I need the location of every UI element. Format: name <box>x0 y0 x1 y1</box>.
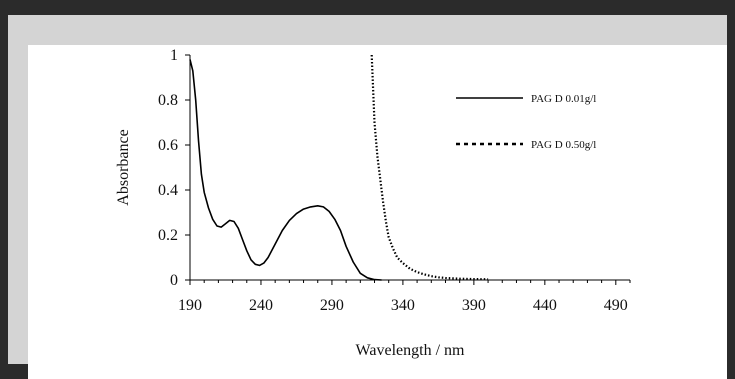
legend-label-1: PAG D 0.01g/l <box>531 93 596 105</box>
plot-panel: 190 240 290 340 390 440 490 0 0.2 0.4 0.6 0.8 1 PAG… <box>28 45 727 379</box>
y-tick-label: 1 <box>170 47 178 64</box>
y-tick-label: 0 <box>170 272 178 289</box>
x-axis-ticks: 190 240 290 340 390 440 490 <box>178 280 631 314</box>
y-tick-label: 0.2 <box>158 227 178 244</box>
y-tick-label: 0.8 <box>158 92 178 109</box>
figure-frame: 190 240 290 340 390 440 490 0 0.2 0.4 0.6 0.8 1 PAG… <box>8 15 727 379</box>
legend: PAG D 0.01g/l PAG D 0.50g/l <box>456 93 596 151</box>
absorbance-chart: 190 240 290 340 390 440 490 0 0.2 0.4 0.6 0.8 1 PAG… <box>115 47 631 359</box>
x-tick-label: 490 <box>604 297 628 314</box>
y-tick-label: 0.6 <box>158 137 178 154</box>
x-axis-title: Wavelength / nm <box>356 342 465 359</box>
axes <box>189 55 630 281</box>
legend-label-2: PAG D 0.50g/l <box>531 139 596 151</box>
x-tick-label: 190 <box>178 297 202 314</box>
x-tick-label: 390 <box>462 297 486 314</box>
series-line-2 <box>370 54 489 281</box>
y-axis-ticks: 0 0.2 0.4 0.6 0.8 1 <box>158 47 190 289</box>
y-tick-label: 0.4 <box>158 182 178 199</box>
y-axis-title: Absorbance <box>115 129 132 205</box>
x-tick-label: 440 <box>533 297 557 314</box>
series-layer <box>189 54 489 281</box>
x-tick-label: 240 <box>249 297 273 314</box>
x-tick-label: 290 <box>320 297 344 314</box>
series-line-1 <box>189 59 382 281</box>
x-tick-label: 340 <box>391 297 415 314</box>
